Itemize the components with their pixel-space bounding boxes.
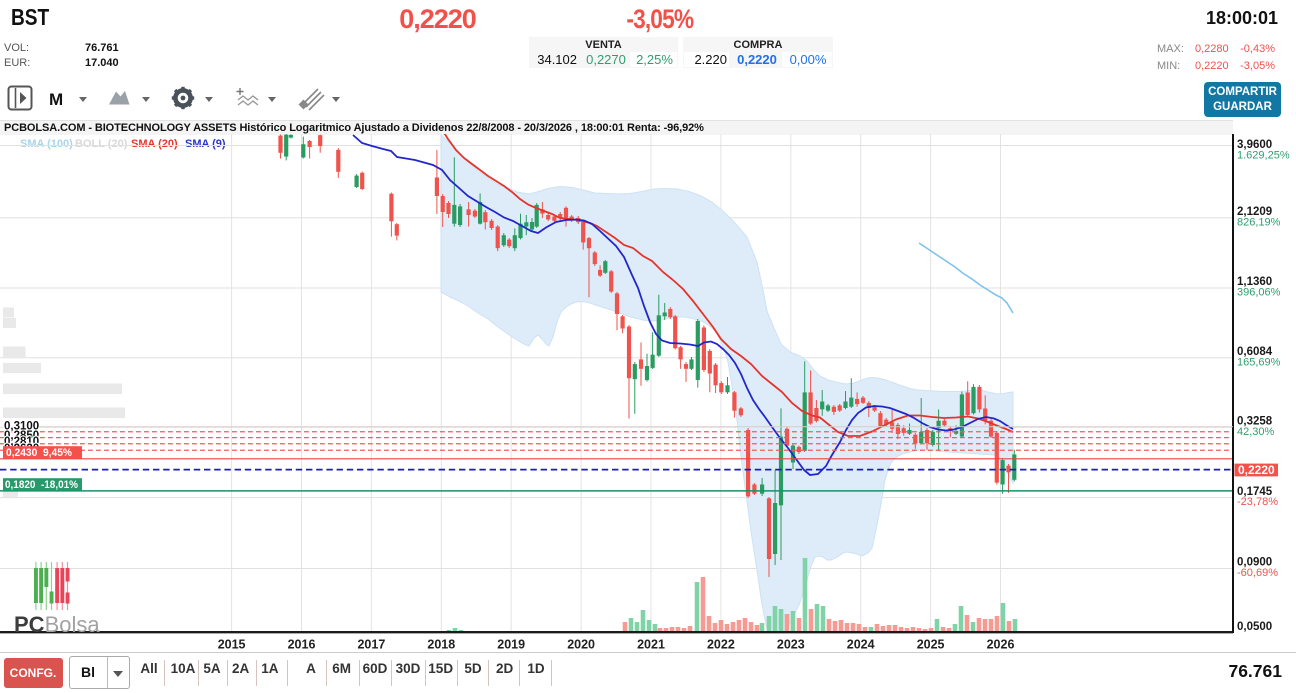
svg-text:0,2850: 0,2850 bbox=[4, 430, 39, 442]
svg-text:0,3258: 0,3258 bbox=[1237, 416, 1273, 428]
svg-text:1.629,25%: 1.629,25% bbox=[1237, 150, 1290, 162]
svg-text:M: M bbox=[49, 90, 63, 109]
svg-text:2025: 2025 bbox=[917, 638, 945, 652]
svg-text:2021: 2021 bbox=[637, 638, 665, 652]
svg-text:165,69%: 165,69% bbox=[1237, 356, 1281, 368]
svg-text:2016: 2016 bbox=[288, 638, 316, 652]
svg-text:2026: 2026 bbox=[987, 638, 1015, 652]
svg-text:396,06%: 396,06% bbox=[1237, 287, 1281, 299]
svg-text:-60,69%: -60,69% bbox=[1237, 567, 1278, 579]
svg-text:2017: 2017 bbox=[357, 638, 385, 652]
svg-text:3,9600: 3,9600 bbox=[1237, 139, 1272, 151]
svg-text:826,19%: 826,19% bbox=[1237, 216, 1281, 228]
svg-text:2018: 2018 bbox=[427, 638, 455, 652]
svg-text:2015: 2015 bbox=[218, 638, 246, 652]
svg-text:0,0900: 0,0900 bbox=[1237, 557, 1272, 569]
svg-text:0,1820 -18,01%: 0,1820 -18,01% bbox=[5, 479, 78, 491]
svg-text:0,2810: 0,2810 bbox=[4, 436, 39, 448]
svg-text:2020: 2020 bbox=[567, 638, 595, 652]
svg-text:2024: 2024 bbox=[847, 638, 875, 652]
svg-text:1,1360: 1,1360 bbox=[1237, 276, 1272, 288]
svg-text:0,6084: 0,6084 bbox=[1237, 346, 1273, 358]
svg-text:0,2220: 0,2220 bbox=[1238, 463, 1275, 477]
svg-text:PCBolsa: PCBolsa bbox=[14, 612, 100, 637]
svg-text:0,3100: 0,3100 bbox=[4, 421, 39, 433]
svg-text:0,0500: 0,0500 bbox=[1237, 621, 1272, 633]
svg-text:2023: 2023 bbox=[777, 638, 805, 652]
svg-text:0,1745: 0,1745 bbox=[1237, 486, 1273, 498]
svg-text:2022: 2022 bbox=[707, 638, 735, 652]
svg-text:42,30%: 42,30% bbox=[1237, 426, 1275, 438]
svg-text:0,2430 9,45%: 0,2430 9,45% bbox=[6, 447, 72, 459]
svg-text:-23,78%: -23,78% bbox=[1237, 496, 1278, 508]
svg-text:2,1209: 2,1209 bbox=[1237, 206, 1272, 218]
svg-text:2019: 2019 bbox=[497, 638, 525, 652]
